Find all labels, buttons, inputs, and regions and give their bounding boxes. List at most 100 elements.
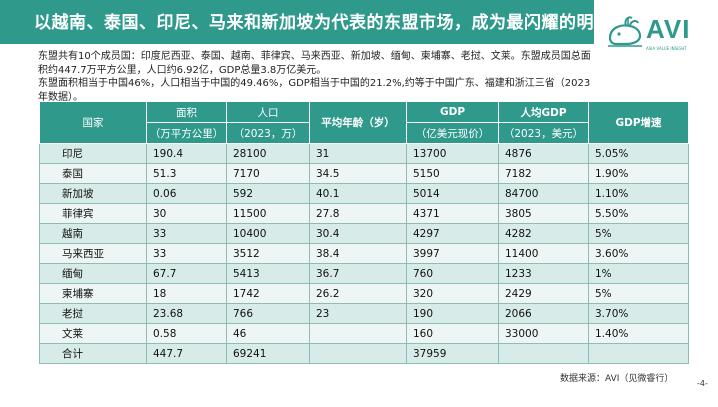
cell-country: 越南 <box>39 223 147 244</box>
cell-area: 33 <box>146 223 227 244</box>
cell-gdp: 320 <box>406 283 499 304</box>
cell-gdp: 5014 <box>406 183 499 204</box>
cell-gdp: 160 <box>406 323 499 344</box>
logo-text: AVI <box>646 14 691 44</box>
cell-growth: 1.10% <box>588 183 689 204</box>
cell-area: 23.68 <box>146 303 227 324</box>
table-row: 柬埔寨 18 1742 26.2 320 2429 5% <box>39 283 689 304</box>
cell-population: 766 <box>226 303 310 324</box>
cell-population: 10400 <box>226 223 310 244</box>
header-gdp-per-capita: 人均GDP <box>498 101 589 123</box>
table-row: 缅甸 67.7 5413 36.7 760 1233 1% <box>39 263 689 284</box>
cell-growth: 1.40% <box>588 323 689 344</box>
cell-area: 30 <box>146 203 227 224</box>
cell-gdp: 3997 <box>406 243 499 264</box>
header-age: 平均年龄（岁） <box>309 101 407 144</box>
cell-population: 1742 <box>226 283 310 304</box>
cell-gdp-per-capita: 84700 <box>498 183 589 204</box>
cell-area: 0.06 <box>146 183 227 204</box>
cell-area: 33 <box>146 243 227 264</box>
cell-gdp: 4297 <box>406 223 499 244</box>
cell-population: 69241 <box>226 343 310 364</box>
cell-population: 592 <box>226 183 310 204</box>
cell-age: 30.4 <box>309 223 407 244</box>
cell-growth: 3.60% <box>588 243 689 264</box>
cell-area: 67.7 <box>146 263 227 284</box>
cell-gdp: 4371 <box>406 203 499 224</box>
cell-gdp-per-capita: 4876 <box>498 143 589 164</box>
cell-gdp-per-capita: 2066 <box>498 303 589 324</box>
cell-gdp-per-capita: 4282 <box>498 223 589 244</box>
cell-age <box>309 323 407 344</box>
cell-age: 23 <box>309 303 407 324</box>
logo: AVI ASIA VALUE INSIGHT <box>594 0 718 70</box>
table-row: 文莱 0.58 46 160 33000 1.40% <box>39 323 689 344</box>
page-title: 以越南、泰国、印尼、马来和新加坡为代表的东盟市场，成为最闪耀的明星 <box>34 13 612 33</box>
table-header-row-2: （万平方公里） （2023，万） （亿美元现价） （2023，美元） <box>40 122 689 144</box>
cell-gdp-per-capita: 3805 <box>498 203 589 224</box>
cell-gdp: 760 <box>406 263 499 284</box>
cell-gdp-per-capita: 11400 <box>498 243 589 264</box>
cell-gdp: 190 <box>406 303 499 324</box>
table-row: 印尼 190.4 28100 31 13700 4876 5.05% <box>39 143 689 164</box>
cell-gdp-per-capita: 7182 <box>498 163 589 184</box>
table-header-row-1: 国家 面积 人口 平均年龄（岁） GDP 人均GDP GDP增速 <box>39 101 689 144</box>
cell-growth: 5% <box>588 223 689 244</box>
asean-data-table: 国家 面积 人口 平均年龄（岁） GDP 人均GDP GDP增速 （万平方公里）… <box>39 101 689 364</box>
cell-gdp-per-capita: 1233 <box>498 263 589 284</box>
header-area-unit: （万平方公里） <box>146 122 227 144</box>
header-population: 人口 <box>226 101 310 123</box>
table-row: 菲律宾 30 11500 27.8 4371 3805 5.50% <box>39 203 689 224</box>
cell-area: 447.7 <box>146 343 227 364</box>
header-area: 面积 <box>146 101 227 123</box>
header-gdp-per-capita-unit: （2023，美元） <box>498 122 589 144</box>
cell-country: 老挝 <box>39 303 147 324</box>
cell-growth: 5% <box>588 283 689 304</box>
cell-gdp-per-capita: 33000 <box>498 323 589 344</box>
table-row: 越南 33 10400 30.4 4297 4282 5% <box>39 223 689 244</box>
cell-area: 18 <box>146 283 227 304</box>
cell-country: 新加坡 <box>39 183 147 204</box>
cell-population: 46 <box>226 323 310 344</box>
cell-population: 28100 <box>226 143 310 164</box>
cell-area: 51.3 <box>146 163 227 184</box>
table-row: 泰国 51.3 7170 34.5 5150 7182 1.90% <box>39 163 689 184</box>
header-gdp: GDP <box>406 101 499 123</box>
cell-gdp: 37959 <box>406 343 499 364</box>
cell-country: 马来西亚 <box>39 243 147 264</box>
cell-age: 40.1 <box>309 183 407 204</box>
header-population-unit: （2023，万） <box>226 122 310 144</box>
cell-country: 泰国 <box>39 163 147 184</box>
cell-age <box>309 343 407 364</box>
table-row: 新加坡 0.06 592 40.1 5014 84700 1.10% <box>39 183 689 204</box>
cell-population: 7170 <box>226 163 310 184</box>
cell-country: 印尼 <box>39 143 147 164</box>
table-row: 马来西亚 33 3512 38.4 3997 11400 3.60% <box>39 243 689 264</box>
header-gdp-unit: （亿美元现价） <box>406 122 499 144</box>
cell-country: 菲律宾 <box>39 203 147 224</box>
table-row: 老挝 23.68 766 23 190 2066 3.70% <box>39 303 689 324</box>
header-country: 国家 <box>39 101 147 144</box>
cell-growth <box>588 343 689 364</box>
header-gdp-growth: GDP增速 <box>588 101 689 144</box>
cell-age: 26.2 <box>309 283 407 304</box>
cell-population: 11500 <box>226 203 310 224</box>
cell-area: 0.58 <box>146 323 227 344</box>
cell-gdp: 13700 <box>406 143 499 164</box>
table-body: 印尼 190.4 28100 31 13700 4876 5.05% 泰国 51.3 7170 34… <box>39 143 689 364</box>
cell-age: 36.7 <box>309 263 407 284</box>
cell-population: 5413 <box>226 263 310 284</box>
data-source: 数据来源：AVI（见微睿行） <box>560 374 674 384</box>
table-row: 合计 447.7 69241 37959 <box>39 343 689 364</box>
cell-gdp-per-capita: 2429 <box>498 283 589 304</box>
cell-gdp-per-capita <box>498 343 589 364</box>
intro-line-1: 东盟共有10个成员国：印度尼西亚、泰国、越南、菲律宾、马来西亚、新加坡、缅甸、柬… <box>38 51 591 76</box>
cell-country: 文莱 <box>39 323 147 344</box>
cell-area: 190.4 <box>146 143 227 164</box>
cell-growth: 5.50% <box>588 203 689 224</box>
intro-line-2: 东盟面积相当于中国46%，人口相当于中国的49.46%，GDP相当于中国的21.… <box>38 78 591 103</box>
cell-population: 3512 <box>226 243 310 264</box>
cell-age: 34.5 <box>309 163 407 184</box>
cell-country: 合计 <box>39 343 147 364</box>
cell-growth: 1.90% <box>588 163 689 184</box>
